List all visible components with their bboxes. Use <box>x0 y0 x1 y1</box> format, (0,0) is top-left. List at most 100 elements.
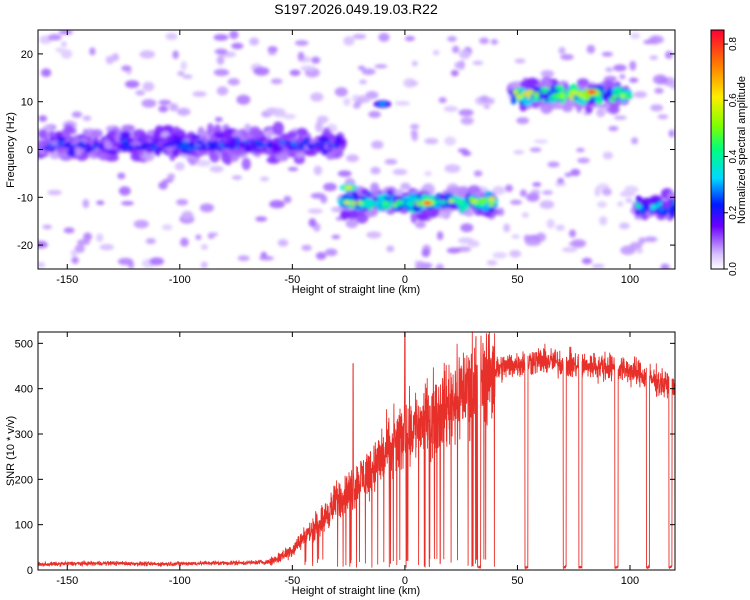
spectral-blob <box>105 55 115 65</box>
spectral-blob <box>313 165 323 176</box>
spectral-blob <box>659 207 664 213</box>
spectral-blob <box>634 202 641 207</box>
spectral-blob <box>513 89 518 96</box>
spectral-blob <box>345 218 359 229</box>
spectral-blob <box>591 263 605 269</box>
y-tick-label: -10 <box>17 192 33 204</box>
spectral-blob <box>396 199 402 204</box>
spectral-blob <box>323 182 337 192</box>
spectral-blob <box>513 150 525 155</box>
spectral-blob <box>71 256 79 264</box>
spectral-blob <box>525 240 542 246</box>
spectral-blob <box>618 222 630 230</box>
spectral-blob <box>155 147 161 157</box>
spectral-blob <box>195 234 202 241</box>
x-tick-label: -50 <box>284 575 300 587</box>
spectral-blob <box>415 221 426 229</box>
spectral-blob <box>118 186 131 196</box>
spectral-blob <box>290 141 298 147</box>
y-tick-label: 20 <box>21 49 33 61</box>
spectral-blob <box>267 46 278 53</box>
spectral-blob <box>452 45 460 54</box>
spectral-blob <box>639 208 645 215</box>
spectral-blob <box>80 144 88 149</box>
y-tick-label: 0 <box>27 145 33 157</box>
spectral-blob <box>443 105 458 112</box>
spectral-blob <box>307 143 315 150</box>
spectral-blob <box>219 142 225 149</box>
spectral-blob <box>60 41 67 48</box>
spectral-blob <box>40 68 52 77</box>
spectral-blob <box>74 244 85 254</box>
spectral-blob <box>259 256 274 261</box>
spectral-blob <box>515 95 523 99</box>
colorbar-tick-label: 0.8 <box>728 37 739 51</box>
spectral-blob <box>97 145 104 150</box>
spectral-blob <box>514 58 526 64</box>
colorbar-tick-label: 0.0 <box>728 262 739 276</box>
spectral-blob <box>38 262 46 268</box>
spectral-blob <box>71 111 83 118</box>
spectral-blob <box>149 257 165 266</box>
spectral-blob <box>660 263 670 269</box>
spectral-blob <box>174 162 185 171</box>
x-tick-label: -100 <box>169 575 191 587</box>
spectral-blob <box>406 200 415 207</box>
spectrogram-heatmap <box>38 30 675 269</box>
spectral-blob <box>370 166 381 175</box>
spectral-blob <box>241 157 251 171</box>
spectral-blob <box>172 148 180 158</box>
spectral-blob <box>658 78 669 84</box>
snr-line-layer <box>38 332 675 570</box>
spectral-blob <box>223 143 229 149</box>
spectral-blob <box>444 136 456 146</box>
spectral-blob <box>486 260 498 266</box>
spectral-blob <box>596 107 606 118</box>
spectral-blob <box>379 195 384 200</box>
spectral-blob <box>141 99 157 108</box>
spectral-blob <box>468 185 481 194</box>
spectral-blob <box>297 144 305 151</box>
spectral-blob <box>620 93 626 99</box>
spectral-blob <box>70 144 75 149</box>
spectrogram-ylabel: Frequency (Hz) <box>5 112 17 188</box>
spectral-blob <box>331 234 341 240</box>
spectral-blob <box>231 42 244 50</box>
spectral-blob <box>577 157 590 164</box>
spectral-blob <box>51 145 57 150</box>
spectral-blob <box>668 129 675 138</box>
spectral-blob <box>468 196 475 202</box>
spectral-blob <box>213 34 229 41</box>
spectral-blob <box>231 149 242 155</box>
spectral-blob <box>620 245 636 256</box>
spectral-blob <box>650 104 664 112</box>
spectral-blob <box>361 199 368 204</box>
figure-title: S197.2026.049.19.03.R22 <box>274 1 438 17</box>
spectral-blob <box>279 140 286 146</box>
spectral-blob <box>161 224 173 231</box>
spectral-blob <box>410 123 420 130</box>
spectral-blob <box>345 185 353 190</box>
spectral-blob <box>509 249 522 258</box>
spectral-blob <box>472 60 484 65</box>
spectral-blob <box>195 159 212 167</box>
x-tick-label: 50 <box>511 274 523 286</box>
spectral-blob <box>283 143 289 148</box>
spectral-blob <box>209 165 224 173</box>
spectral-blob <box>441 199 447 204</box>
spectral-blob <box>386 245 395 253</box>
spectral-blob <box>424 137 439 145</box>
spectral-blob <box>669 84 675 89</box>
y-tick-label: 200 <box>15 474 33 486</box>
spectral-blob <box>257 143 262 148</box>
spectral-blob <box>244 146 254 153</box>
x-tick-label: -150 <box>56 575 78 587</box>
colorbar-label: Normalized spectral amplitude <box>736 76 748 224</box>
spectral-blob <box>38 129 48 140</box>
spectral-blob <box>611 95 618 99</box>
spectral-blob <box>158 105 169 113</box>
spectral-blob <box>311 56 321 64</box>
x-tick-label: 0 <box>402 575 408 587</box>
spectral-blob <box>460 116 474 125</box>
